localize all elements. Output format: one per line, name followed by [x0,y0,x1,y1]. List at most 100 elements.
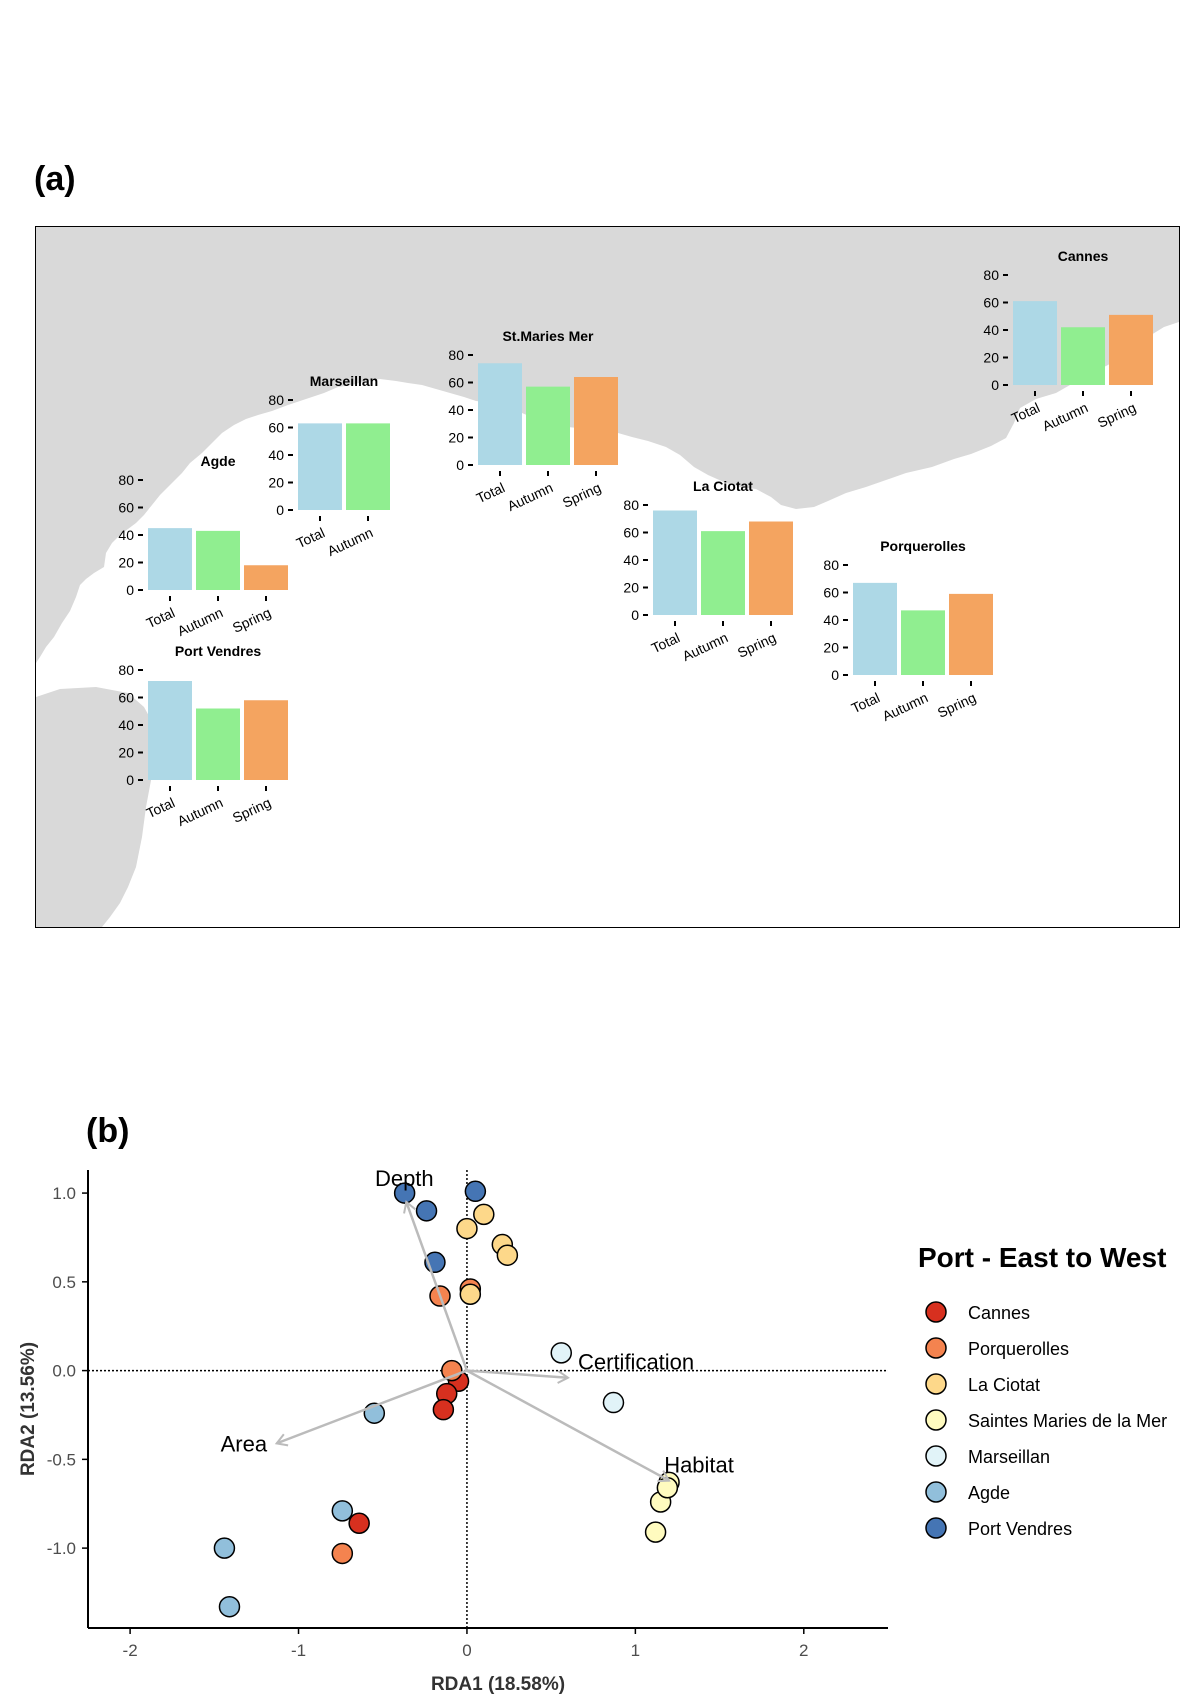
bar-autumn [1061,327,1105,385]
point-port-vendres [464,1180,487,1203]
y-tick-label: 80 [118,472,134,488]
x-tick-label: Total [649,629,683,656]
y-tick-label: 0 [276,502,284,518]
bar-autumn [196,530,240,590]
y-tick-label: 60 [623,525,639,541]
y-tick-label: 80 [983,267,999,283]
y-tick-label: 0 [831,667,839,683]
inset-title: Porquerolles [880,538,966,554]
coastline-map [36,227,1179,927]
inset-chart-agde: Agde 0 20 40 60 80 Total Autumn Spring [106,452,310,657]
inset-chart-marseillan: Marseillan 0 20 40 60 80 Total Autumn [256,372,412,577]
bar-autumn [701,531,745,615]
y-tick-label: 60 [448,375,464,391]
x-tick-label: -1 [291,1641,306,1660]
rda-svg: -2 -1 0 1 2 -1.0 -0.5 0.0 0.5 1.0 RDA1 (18.58%) RDA… [18,1166,1167,1695]
y-tick-label: 0.5 [52,1273,76,1292]
bar-total [853,582,897,675]
x-tick-label: 1 [631,1641,640,1660]
y-tick-label: 60 [268,420,284,436]
bar-total [148,528,192,590]
inset-chart-cannes: Cannes 0 20 40 60 80 Total Autumn Spring [971,247,1175,452]
y-tick-label: 40 [983,322,999,338]
land-mass-southwest [36,687,156,927]
y-tick-label: 60 [823,585,839,601]
y-tick-label: 40 [623,552,639,568]
x-axis-label: RDA1 (18.58%) [431,1674,565,1695]
x-tick-label: Autumn [880,689,930,724]
y-tick-label: 60 [118,690,134,706]
point-port-vendres [415,1200,438,1222]
point-saintes-maries-de-la-mer [644,1521,667,1543]
point-marseillan [550,1342,573,1364]
x-tick-label: Autumn [680,629,730,664]
bar-autumn [196,708,240,780]
x-tick-label: Total [849,689,883,716]
point-la-ciotat [456,1217,478,1240]
x-tick-label: Total [144,794,178,821]
point-la-ciotat [459,1283,482,1306]
x-tick-label: Spring [230,604,273,636]
x-tick-label: Total [474,479,508,506]
x-tick-label: Spring [1095,399,1138,431]
y-tick-label: 20 [268,475,284,491]
y-axis-label: RDA2 (13.56%) [18,1342,39,1476]
y-tick-label: 0 [631,607,639,623]
x-tick-label: Spring [230,794,273,826]
vector-depth [403,1200,469,1372]
bar-spring [244,700,288,780]
inset-chart-la-ciotat: La Ciotat 0 20 40 60 80 Total Autumn Spring [611,477,815,682]
inset-title: La Ciotat [693,478,753,494]
inset-title: Port Vendres [175,643,262,659]
legend-key-marseillan [925,1445,947,1467]
y-tick-label: 80 [448,347,464,363]
legend-key-port-vendres [925,1517,947,1539]
y-tick-label: 40 [268,447,284,463]
x-tick-label: Autumn [175,794,225,829]
x-tick-label: -2 [123,1641,138,1660]
y-tick-label: 0 [126,582,134,598]
y-tick-label: 20 [118,745,134,761]
bar-total [298,423,342,510]
bar-spring [749,521,793,615]
y-tick-label: 20 [448,430,464,446]
y-tick-label: 0.0 [52,1362,76,1381]
bar-autumn [346,423,390,510]
inset-chart-st-maries-mer: St.Maries Mer 0 20 40 60 80 Total Autumn Spring [436,327,640,532]
legend-key-porquerolles [925,1337,947,1359]
y-tick-label: -1.0 [47,1539,76,1558]
vector-label-depth: Depth [375,1166,434,1191]
x-tick-label: Total [1009,399,1043,426]
y-tick-label: 40 [448,402,464,418]
x-tick-label: Spring [560,479,603,511]
y-tick-label: 40 [118,527,134,543]
inset-title: Marseillan [310,373,378,389]
y-tick-label: 0 [991,377,999,393]
y-tick-label: 80 [823,557,839,573]
land-mass [36,227,1179,663]
vector-habitat [466,1369,671,1483]
x-tick-label: Total [144,604,178,631]
x-tick-label: 0 [462,1641,471,1660]
y-tick-label: 80 [268,392,284,408]
inset-title: Agde [201,453,236,469]
y-tick-label: 20 [983,350,999,366]
inset-title: St.Maries Mer [502,328,594,344]
point-agde [218,1595,241,1618]
panel-b-label: (b) [86,1112,130,1150]
bar-spring [244,565,288,590]
inset-title: Cannes [1058,248,1109,264]
bar-spring [949,593,993,675]
point-la-ciotat [473,1203,495,1226]
legend-label-cannes: Cannes [968,1303,1030,1323]
y-tick-label: 80 [623,497,639,513]
x-tick-label: Total [294,524,328,551]
y-tick-label: 20 [118,555,134,571]
vector-certification [466,1369,570,1384]
